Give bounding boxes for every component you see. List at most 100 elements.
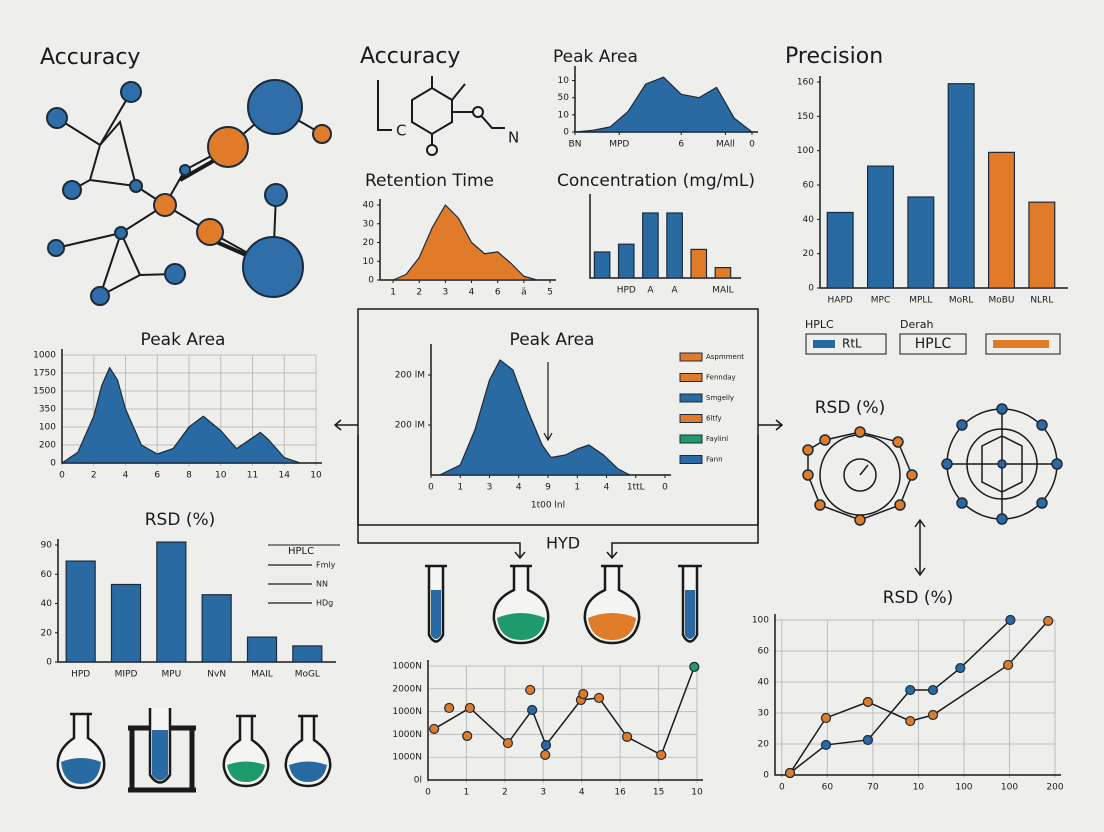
x-tick-label: MoBU — [988, 296, 1014, 306]
point — [784, 767, 796, 779]
y-tick-label: 350 — [39, 405, 56, 415]
heading: Accuracy — [360, 44, 460, 69]
x-tick-label: 15 — [653, 788, 664, 798]
legend-label: Fennday — [706, 374, 736, 382]
legend-box — [805, 333, 887, 355]
y-tick-label: 1000N — [392, 730, 422, 740]
x-tick-label: MPD — [609, 140, 629, 150]
point — [862, 734, 873, 746]
bar — [292, 645, 323, 663]
x-tick-label: NLRL — [1030, 296, 1053, 306]
y-tick-label: 0 — [763, 771, 769, 781]
x-tick-label: 4 — [516, 483, 522, 493]
x-tick-label: BN — [569, 140, 582, 150]
y-tick-label: 0 — [368, 276, 374, 286]
legend-swatch — [679, 393, 703, 403]
legend-label: RtL — [842, 337, 862, 351]
point — [927, 709, 939, 721]
bar — [826, 211, 854, 289]
chart-title: Precision — [785, 44, 883, 69]
x-tick-label: 60 — [822, 783, 834, 793]
y-tick-label: 20 — [363, 238, 375, 248]
y-tick-label: 30 — [363, 219, 375, 229]
x-tick-label: 4 — [123, 471, 129, 481]
y-tick-label: 90 — [41, 541, 53, 551]
bar — [666, 212, 683, 279]
x-tick-label: MoRL — [949, 296, 974, 306]
bar — [642, 212, 659, 279]
legend-swatch — [813, 340, 835, 348]
bar — [593, 251, 611, 279]
x-tick-label: 4 — [469, 288, 475, 298]
atom-label: C — [396, 122, 406, 140]
legend-label: Fann — [706, 456, 723, 464]
point — [502, 737, 514, 749]
area — [439, 359, 631, 476]
y-tick-label: 0 — [808, 284, 814, 294]
y-tick-label: 160 — [797, 78, 814, 88]
point — [464, 702, 475, 714]
legend-label: Smgelly — [706, 394, 734, 402]
bar — [866, 165, 895, 289]
x-tick-label: 3 — [540, 788, 546, 798]
point — [578, 688, 589, 700]
bar — [65, 560, 96, 663]
point — [621, 731, 633, 743]
point — [462, 730, 473, 742]
bar — [714, 267, 732, 279]
x-tick-label: A — [647, 286, 654, 296]
ring-nodes — [802, 403, 1063, 526]
legend-box — [899, 333, 967, 355]
x-tick-label: HPD — [617, 286, 636, 296]
x-tick-label: HPD — [71, 670, 90, 680]
y-tick-label: 200 lM — [395, 371, 425, 381]
point — [444, 702, 455, 714]
legend-label: HPLC — [805, 318, 834, 331]
y-tick-label: 40 — [803, 215, 815, 225]
x-tick-label: 14 — [279, 471, 291, 481]
chart-title: Retention Time — [365, 171, 494, 191]
legend-swatch — [679, 352, 703, 362]
x-tick-label: 100 — [1001, 783, 1018, 793]
point — [1005, 614, 1016, 626]
area — [574, 76, 753, 133]
bar — [617, 243, 635, 279]
area — [61, 367, 301, 464]
x-tick-label: 16 — [614, 788, 626, 798]
y-tick-label: 60 — [758, 647, 770, 657]
x-tick-label: 0 — [425, 788, 431, 798]
axis — [57, 539, 336, 663]
glassware — [56, 564, 702, 793]
x-tick-label: 6 — [495, 288, 501, 298]
atom-label: N — [508, 129, 519, 147]
point — [1003, 659, 1014, 671]
x-tick-label: 10 — [310, 471, 322, 481]
point — [429, 723, 440, 735]
x-tick-label: ä — [521, 288, 527, 298]
x-tick-label: 10 — [691, 788, 703, 798]
chart-title: RSD (%) — [145, 510, 216, 530]
x-tick-label: 1ttL — [627, 483, 645, 493]
x-tick-label: 5 — [547, 288, 553, 298]
x-tick-label: 10 — [913, 783, 925, 793]
x-tick-label: 6 — [678, 140, 684, 150]
y-tick-label: 1000 — [33, 351, 56, 361]
y-tick-label: 1000N — [392, 707, 422, 717]
point — [689, 661, 700, 673]
x-axis-label: 1t00 lnl — [531, 501, 565, 511]
x-tick-label: 200 — [1046, 783, 1063, 793]
y-tick-label: 10 — [558, 76, 570, 86]
y-tick-label: 40 — [758, 678, 770, 688]
point — [540, 740, 552, 751]
x-tick-label: 0 — [749, 140, 755, 150]
y-tick-label: 0 — [50, 459, 56, 469]
point — [656, 749, 667, 761]
legend-swatch — [679, 434, 703, 444]
y-tick-label: 20 — [803, 249, 815, 259]
point — [525, 684, 536, 696]
y-tick-label: 10 — [363, 257, 375, 267]
connectors — [333, 419, 926, 577]
chart-title: Peak Area — [553, 47, 638, 67]
heading: Accuracy — [40, 45, 140, 70]
